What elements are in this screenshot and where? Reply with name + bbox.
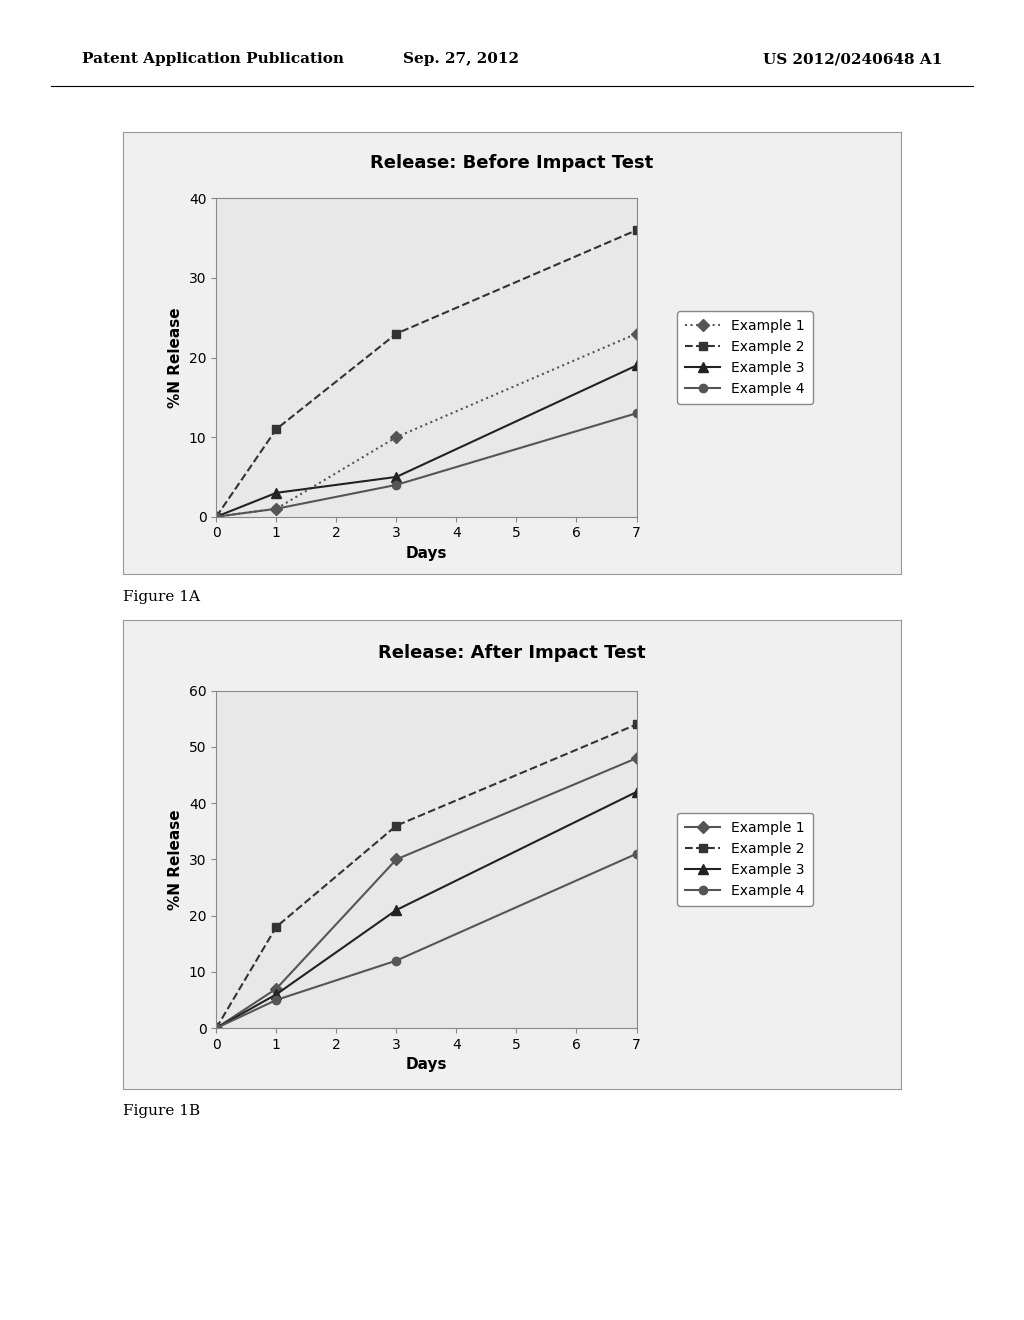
Example 2 (631, 222, 643, 238)
Example 3 (390, 469, 402, 484)
Line: Example 2: Example 2 (212, 721, 641, 1032)
Example 4 (390, 477, 402, 492)
Example 1 (390, 429, 402, 445)
Example 1 (210, 1020, 222, 1036)
Example 4 (210, 1020, 222, 1036)
Example 2 (270, 919, 283, 935)
Example 4 (210, 508, 222, 524)
Line: Example 4: Example 4 (212, 409, 641, 521)
Example 2 (631, 717, 643, 733)
Y-axis label: %N Release: %N Release (168, 809, 183, 909)
Example 3 (270, 484, 283, 500)
Legend: Example 1, Example 2, Example 3, Example 4: Example 1, Example 2, Example 3, Example… (677, 813, 813, 906)
Example 3 (390, 902, 402, 917)
Example 2 (390, 326, 402, 342)
X-axis label: Days: Days (406, 546, 447, 561)
Line: Example 3: Example 3 (211, 787, 641, 1034)
Text: Patent Application Publication: Patent Application Publication (82, 53, 344, 66)
Line: Example 4: Example 4 (212, 850, 641, 1032)
Example 3 (210, 1020, 222, 1036)
Line: Example 2: Example 2 (212, 226, 641, 521)
Example 3 (631, 358, 643, 374)
Example 4 (631, 405, 643, 421)
Example 2 (270, 421, 283, 437)
Text: Sep. 27, 2012: Sep. 27, 2012 (402, 53, 519, 66)
Example 3 (270, 986, 283, 1002)
Example 1 (631, 326, 643, 342)
Example 1 (270, 500, 283, 516)
Example 1 (631, 750, 643, 766)
Example 1 (270, 981, 283, 997)
Example 3 (631, 784, 643, 800)
Example 1 (210, 508, 222, 524)
Text: Release: Before Impact Test: Release: Before Impact Test (371, 154, 653, 172)
Legend: Example 1, Example 2, Example 3, Example 4: Example 1, Example 2, Example 3, Example… (677, 310, 813, 404)
Line: Example 1: Example 1 (212, 754, 641, 1032)
Example 2 (210, 1020, 222, 1036)
Text: Release: After Impact Test: Release: After Impact Test (378, 644, 646, 663)
Line: Example 3: Example 3 (211, 360, 641, 521)
Text: Figure 1A: Figure 1A (123, 590, 200, 603)
Line: Example 1: Example 1 (212, 330, 641, 521)
Example 3 (210, 508, 222, 524)
Y-axis label: %N Release: %N Release (168, 308, 183, 408)
Example 2 (390, 817, 402, 833)
Example 4 (270, 500, 283, 516)
Example 1 (390, 851, 402, 867)
Example 4 (631, 846, 643, 862)
X-axis label: Days: Days (406, 1057, 447, 1072)
Example 4 (270, 993, 283, 1008)
Example 4 (390, 953, 402, 969)
Text: US 2012/0240648 A1: US 2012/0240648 A1 (763, 53, 942, 66)
Text: Figure 1B: Figure 1B (123, 1105, 200, 1118)
Example 2 (210, 508, 222, 524)
